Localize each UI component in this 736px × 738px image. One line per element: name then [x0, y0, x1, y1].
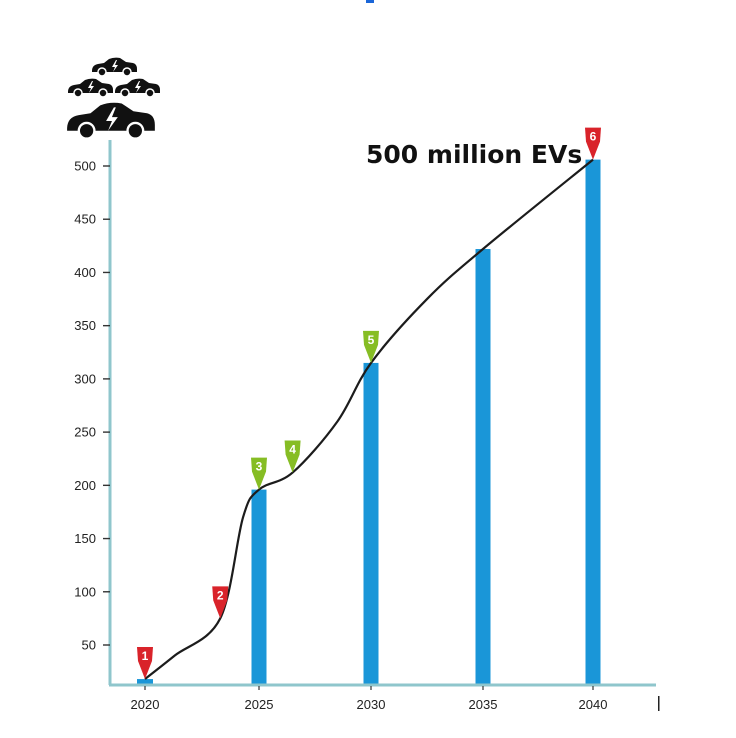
x-tick-label: 2040: [579, 697, 608, 712]
bar-2020: [137, 679, 153, 684]
y-tick-label: 350: [74, 318, 96, 333]
marker-1: 1: [137, 647, 153, 680]
bar-2025: [251, 489, 267, 684]
top-mark: [366, 0, 374, 3]
trend-line: [144, 158, 594, 680]
y-tick-label: 200: [74, 478, 96, 493]
marker-shape: [212, 586, 229, 619]
marker-shape: [137, 647, 153, 680]
x-tick-label: 2020: [131, 697, 160, 712]
y-tick-label: 450: [74, 212, 96, 227]
y-tick-label: 300: [74, 371, 96, 386]
marker-6: 6: [585, 127, 601, 160]
y-tick-label: 500: [74, 159, 96, 174]
y-tick-label: 400: [74, 265, 96, 280]
right-edge-mark: [658, 696, 660, 711]
x-tick-label: 2035: [469, 697, 498, 712]
marker-shape: [251, 457, 267, 490]
marker-label: 4: [289, 443, 296, 457]
y-tick-label: 50: [82, 638, 96, 653]
marker-label: 1: [142, 649, 149, 663]
marker-label: 3: [256, 460, 263, 474]
y-tick-label: 150: [74, 531, 96, 546]
marker-label: 6: [590, 130, 597, 144]
electric-cars-icon: [67, 57, 160, 140]
marker-3: 3: [251, 457, 267, 490]
x-tick-label: 2025: [245, 697, 274, 712]
marker-2: 2: [212, 586, 229, 619]
bar-2040: [585, 159, 601, 684]
marker-5: 5: [363, 330, 379, 363]
marker-shape: [585, 127, 601, 160]
y-tick-label: 100: [74, 584, 96, 599]
marker-label: 5: [368, 333, 375, 347]
bar-2035: [475, 249, 491, 684]
marker-shape: [284, 440, 301, 473]
x-tick-label: 2030: [357, 697, 386, 712]
marker-shape: [363, 330, 379, 363]
bar-2030: [363, 362, 379, 684]
marker-4: 4: [284, 440, 301, 473]
y-tick-label: 250: [74, 425, 96, 440]
annotation-500-million-evs: 500 million EVs: [366, 140, 582, 169]
marker-label: 2: [217, 588, 224, 602]
